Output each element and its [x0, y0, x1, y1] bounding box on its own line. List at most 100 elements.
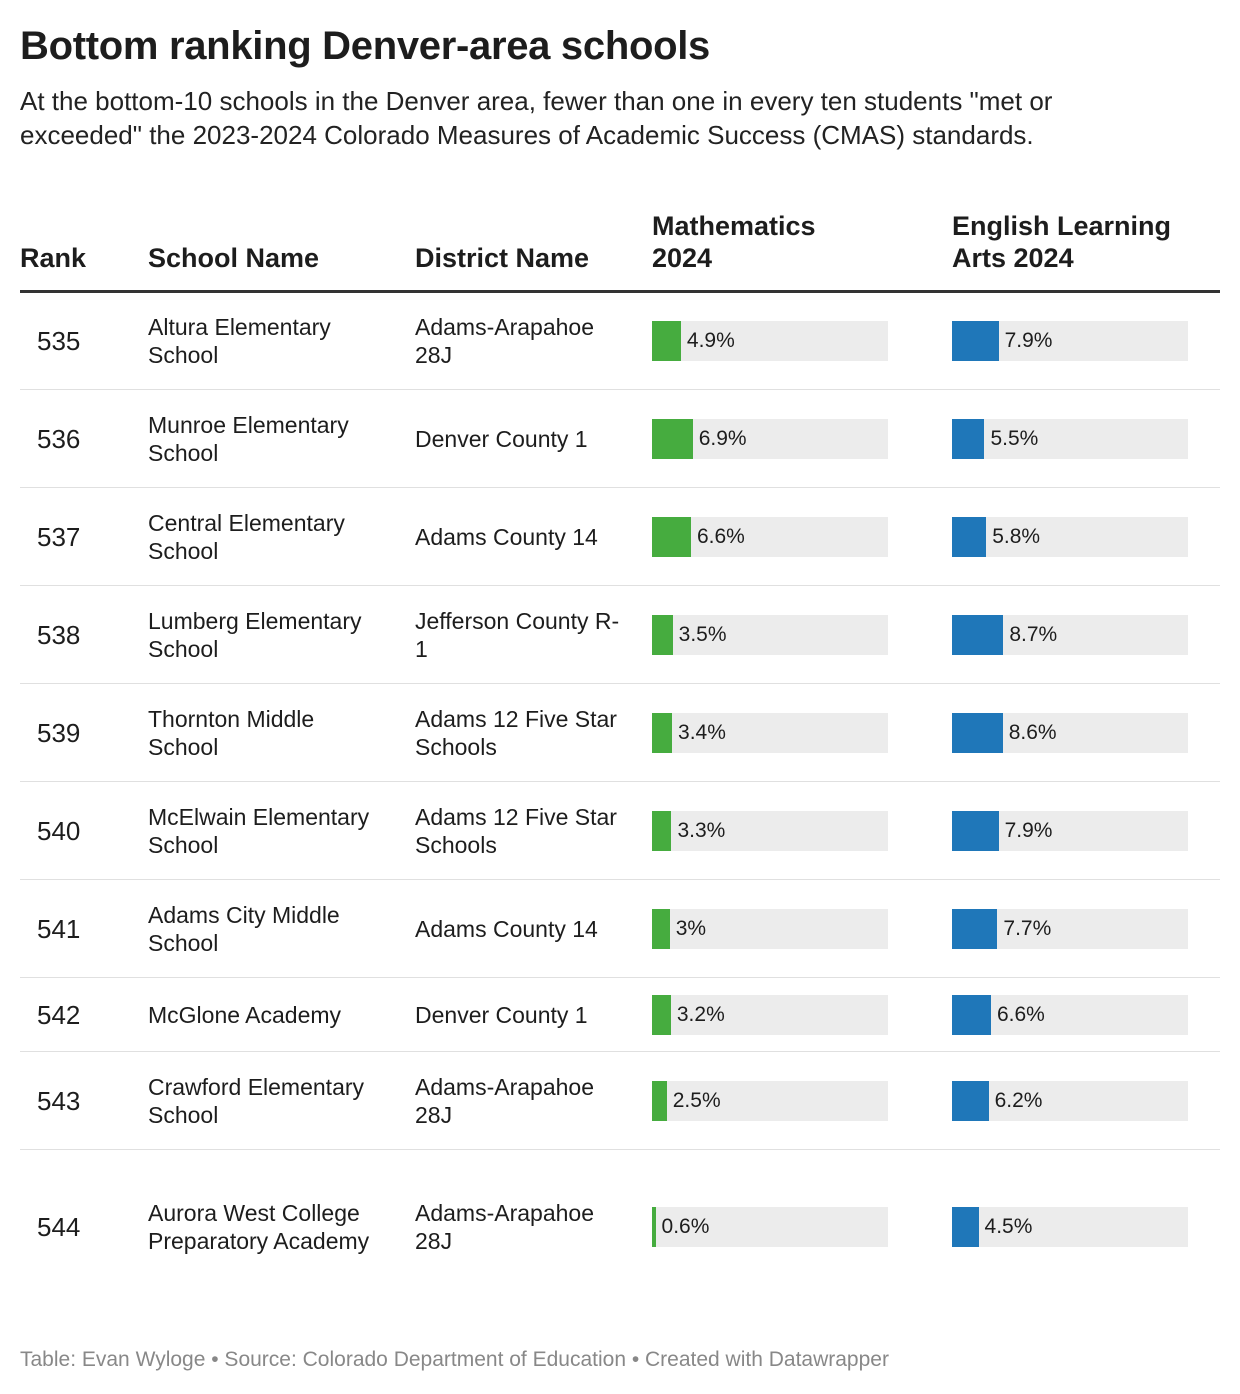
- district-name-cell: Adams County 14: [415, 523, 598, 550]
- district-name-cell: Adams County 14: [415, 915, 598, 942]
- table-row: 540 McElwain Elementary School Adams 12 Fi…: [20, 782, 1220, 880]
- math-bar-track: 3%: [652, 908, 888, 949]
- ela-bar-track: 8.7%: [952, 614, 1188, 655]
- rank-cell: 535: [37, 326, 81, 356]
- ela-bar-label: 6.2%: [994, 1088, 1043, 1112]
- ela-bar-track: 6.2%: [952, 1080, 1188, 1121]
- math-bar-label: 3%: [675, 916, 707, 940]
- table-row: 543 Crawford Elementary School Adams-Arapa…: [20, 1052, 1220, 1150]
- math-bar-cell: 4.9%: [652, 292, 952, 390]
- math-bar-track: 0.6%: [652, 1206, 888, 1247]
- rank-cell: 539: [37, 717, 81, 748]
- ela-bar: [952, 994, 991, 1035]
- math-bar-track: 3.4%: [652, 712, 888, 753]
- math-bar-label: 0.6%: [661, 1214, 710, 1238]
- district-name-cell: Adams 12 Five Star Schools: [415, 803, 617, 858]
- table-row: 536 Munroe Elementary School Denver County…: [20, 390, 1220, 488]
- math-bar-cell: 3%: [652, 880, 952, 978]
- ela-bar-label: 5.5%: [990, 426, 1039, 450]
- math-bar: [652, 321, 681, 361]
- ela-bar-track: 4.5%: [952, 1206, 1188, 1247]
- math-bar-label: 3.4%: [678, 720, 726, 744]
- district-name-cell: Adams-Arapahoe 28J: [415, 1199, 594, 1254]
- header-ela[interactable]: English Learning Arts 2024: [952, 211, 1172, 273]
- ela-bar-track: 5.8%: [952, 516, 1188, 557]
- school-name-cell: Lumberg Elementary School: [148, 607, 362, 662]
- ela-bar-label: 5.8%: [992, 524, 1041, 548]
- ela-bar-label: 6.6%: [996, 1002, 1045, 1026]
- math-bar-label: 4.9%: [686, 329, 735, 352]
- ela-bar-cell: 8.7%: [952, 586, 1220, 684]
- ela-bar-label: 8.6%: [1008, 720, 1057, 744]
- math-bar: [652, 418, 693, 459]
- ela-bar-label: 7.7%: [1003, 916, 1052, 940]
- math-bar-label: 3.3%: [677, 818, 726, 842]
- math-bar-label: 2.5%: [672, 1088, 721, 1112]
- rank-cell: 540: [37, 815, 81, 846]
- math-bar: [652, 810, 672, 851]
- ela-bar-cell: 5.5%: [952, 390, 1220, 488]
- ela-bar: [952, 908, 998, 949]
- chart-footer: Table: Evan Wyloge • Source: Colorado De…: [20, 1348, 889, 1371]
- ela-bar: [952, 321, 999, 361]
- ela-bar-label: 7.9%: [1004, 818, 1053, 842]
- math-bar: [652, 1206, 656, 1247]
- district-name-cell: Adams-Arapahoe 28J: [415, 1073, 594, 1128]
- math-bar: [652, 908, 670, 949]
- math-bar-label: 6.9%: [698, 426, 747, 450]
- ela-bar-label: 7.9%: [1004, 329, 1053, 352]
- rank-cell: 541: [37, 913, 81, 944]
- header-district-name[interactable]: District Name: [415, 243, 590, 273]
- math-bar-track: 4.9%: [652, 321, 888, 361]
- math-bar-cell: 3.2%: [652, 978, 952, 1052]
- school-name-cell: Central Elementary School: [148, 509, 345, 564]
- chart-container: Bottom ranking Denver-area schools At th…: [20, 18, 1220, 1304]
- rank-cell: 537: [37, 521, 81, 552]
- ranking-table: Rank School Name District Name Mathemati…: [20, 210, 1220, 1304]
- math-bar: [652, 516, 691, 557]
- school-name-cell: Thornton Middle School: [148, 705, 315, 760]
- ela-bar: [952, 1206, 979, 1247]
- ela-bar-track: 7.9%: [952, 810, 1188, 851]
- ela-bar: [952, 516, 987, 557]
- chart-title: Bottom ranking Denver-area schools: [20, 24, 710, 68]
- header-rank[interactable]: Rank: [20, 243, 87, 273]
- school-name-cell: Aurora West College Preparatory Academy: [148, 1199, 370, 1254]
- school-name-cell: Crawford Elementary School: [148, 1073, 365, 1128]
- school-name-cell: Adams City Middle School: [148, 901, 340, 956]
- ela-bar-cell: 8.6%: [952, 684, 1220, 782]
- rank-cell: 544: [37, 1211, 81, 1242]
- math-bar: [652, 712, 673, 753]
- ela-bar-label: 4.5%: [984, 1214, 1033, 1238]
- math-bar: [652, 994, 671, 1035]
- math-bar-track: 2.5%: [652, 1080, 888, 1121]
- ela-bar-cell: 7.7%: [952, 880, 1220, 978]
- math-bar-track: 6.9%: [652, 418, 888, 459]
- header-mathematics[interactable]: Mathematics 2024: [652, 211, 816, 273]
- table-row: 539 Thornton Middle School Adams 12 Five S…: [20, 684, 1220, 782]
- school-name-cell: McGlone Academy: [148, 1001, 342, 1028]
- ela-bar-track: 8.6%: [952, 712, 1188, 753]
- math-bar-cell: 3.3%: [652, 782, 952, 880]
- header-school-name[interactable]: School Name: [148, 243, 320, 273]
- math-bar-cell: 6.6%: [652, 488, 952, 586]
- ela-bar: [952, 1080, 989, 1121]
- table-row: 541 Adams City Middle School Adams County …: [20, 880, 1220, 978]
- ela-bar: [952, 418, 985, 459]
- district-name-cell: Denver County 1: [415, 425, 588, 452]
- school-name-cell: McElwain Elementary School: [148, 803, 370, 858]
- ela-bar-track: 5.5%: [952, 418, 1188, 459]
- math-bar-cell: 6.9%: [652, 390, 952, 488]
- rank-cell: 536: [37, 423, 81, 454]
- rank-cell: 543: [37, 1085, 81, 1116]
- rank-cell: 542: [37, 999, 81, 1030]
- ela-bar-label: 8.7%: [1009, 622, 1058, 646]
- math-bar-label: 3.2%: [676, 1002, 725, 1026]
- math-bar-track: 3.2%: [652, 994, 888, 1035]
- math-bar-label: 6.6%: [696, 524, 745, 548]
- ela-bar-cell: 5.8%: [952, 488, 1220, 586]
- chart-subtitle: At the bottom-10 schools in the Denver a…: [20, 86, 1053, 150]
- table-row: 537 Central Elementary School Adams County…: [20, 488, 1220, 586]
- district-name-cell: Adams 12 Five Star Schools: [415, 705, 617, 760]
- math-bar-cell: 3.4%: [652, 684, 952, 782]
